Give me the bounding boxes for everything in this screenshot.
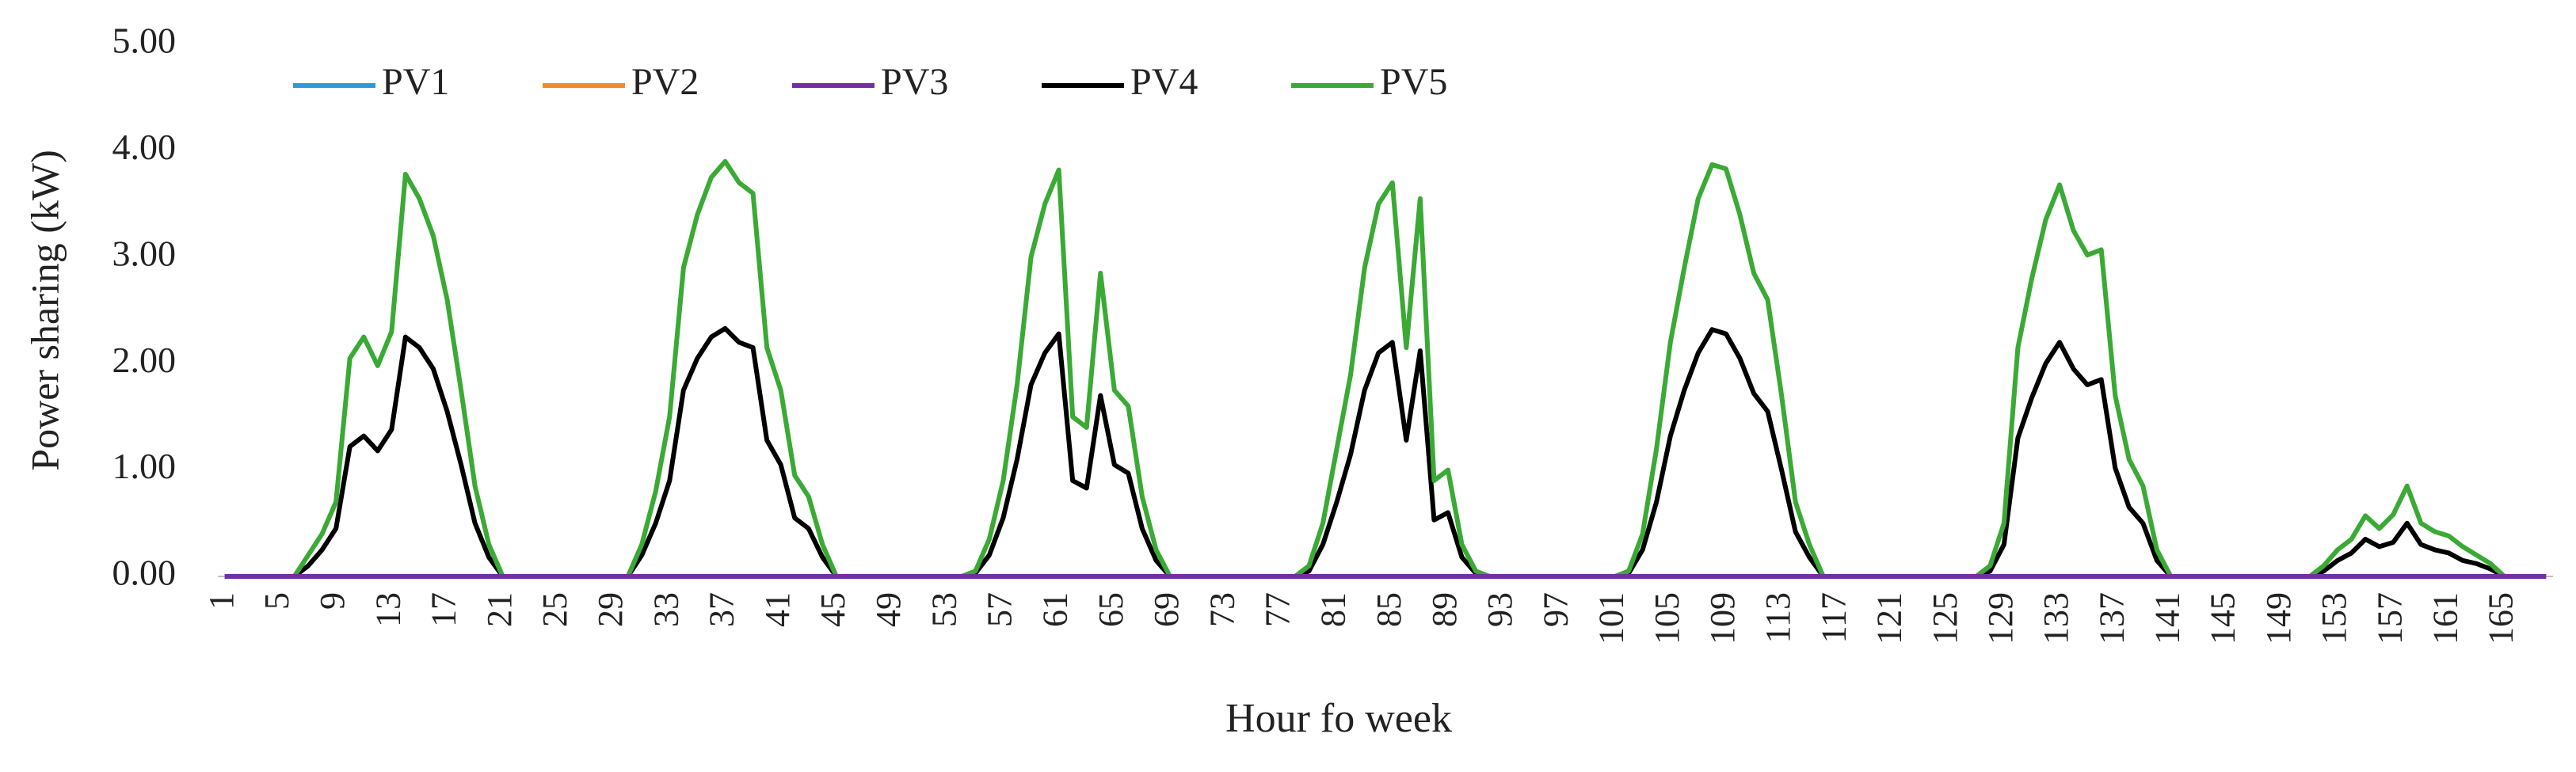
- x-tick-label: 129: [1981, 592, 2020, 645]
- legend-label: PV4: [1130, 61, 1198, 103]
- x-tick-label: 21: [480, 592, 519, 627]
- x-tick-label: 29: [591, 592, 630, 627]
- x-tick-label: 141: [2148, 592, 2187, 645]
- x-tick-label: 9: [313, 592, 352, 610]
- x-tick-label: 25: [535, 592, 574, 627]
- y-tick-label: 4.00: [112, 127, 177, 167]
- series-line: [224, 325, 2547, 579]
- x-tick-label: 73: [1202, 592, 1241, 627]
- legend-label: PV1: [382, 61, 449, 103]
- x-tick-label: 81: [1314, 592, 1353, 627]
- x-tick-label: 97: [1536, 592, 1575, 627]
- x-tick-label: 133: [2037, 592, 2075, 645]
- x-tick-label: 57: [981, 592, 1019, 627]
- y-tick-label: 2.00: [112, 340, 177, 380]
- x-tick-label: 117: [1814, 592, 1853, 643]
- x-tick-label: 5: [257, 592, 296, 610]
- x-tick-label: 41: [758, 592, 797, 627]
- x-tick-label: 37: [703, 592, 741, 627]
- x-tick-label: 17: [425, 592, 463, 627]
- x-tick-label: 121: [1870, 592, 1909, 645]
- y-tick-label: 0.00: [112, 553, 177, 593]
- legend-label: PV5: [1380, 61, 1447, 103]
- x-tick-label: 89: [1425, 592, 1464, 627]
- x-tick-label: 77: [1258, 592, 1297, 627]
- x-axis-title: Hour fo week: [1225, 696, 1452, 741]
- y-tick-label: 5.00: [112, 21, 177, 61]
- x-tick-label: 165: [2482, 592, 2521, 645]
- series-line: [224, 158, 2547, 579]
- x-tick-label: 33: [646, 592, 685, 627]
- x-tick-label: 161: [2425, 592, 2464, 645]
- y-axis-title: Power sharing (kW): [22, 150, 67, 470]
- x-tick-label: 45: [814, 592, 852, 627]
- x-tick-label: 145: [2204, 592, 2243, 645]
- x-tick-label: 101: [1592, 592, 1631, 645]
- x-tick-label: 113: [1759, 592, 1797, 643]
- y-tick-label: 3.00: [112, 233, 177, 273]
- x-tick-label: 85: [1370, 592, 1408, 627]
- legend-label: PV3: [881, 61, 948, 103]
- legend-label: PV2: [631, 61, 699, 103]
- x-tick-label: 149: [2259, 592, 2298, 645]
- x-tick-label: 157: [2370, 592, 2409, 645]
- x-tick-label: 65: [1092, 592, 1130, 627]
- x-tick-label: 153: [2315, 592, 2353, 645]
- x-tick-label: 93: [1480, 592, 1519, 627]
- x-tick-label: 137: [2092, 592, 2131, 645]
- y-tick-label: 1.00: [112, 446, 177, 486]
- x-tick-label: 105: [1648, 592, 1686, 645]
- x-tick-label: 13: [368, 592, 407, 627]
- x-tick-label: 53: [924, 592, 963, 627]
- x-tick-label: 49: [869, 592, 908, 627]
- x-tick-label: 69: [1147, 592, 1186, 627]
- x-tick-label: 109: [1703, 592, 1742, 645]
- x-tick-label: 1: [202, 592, 241, 610]
- x-tick-label: 61: [1036, 592, 1075, 627]
- x-tick-label: 125: [1926, 592, 1964, 645]
